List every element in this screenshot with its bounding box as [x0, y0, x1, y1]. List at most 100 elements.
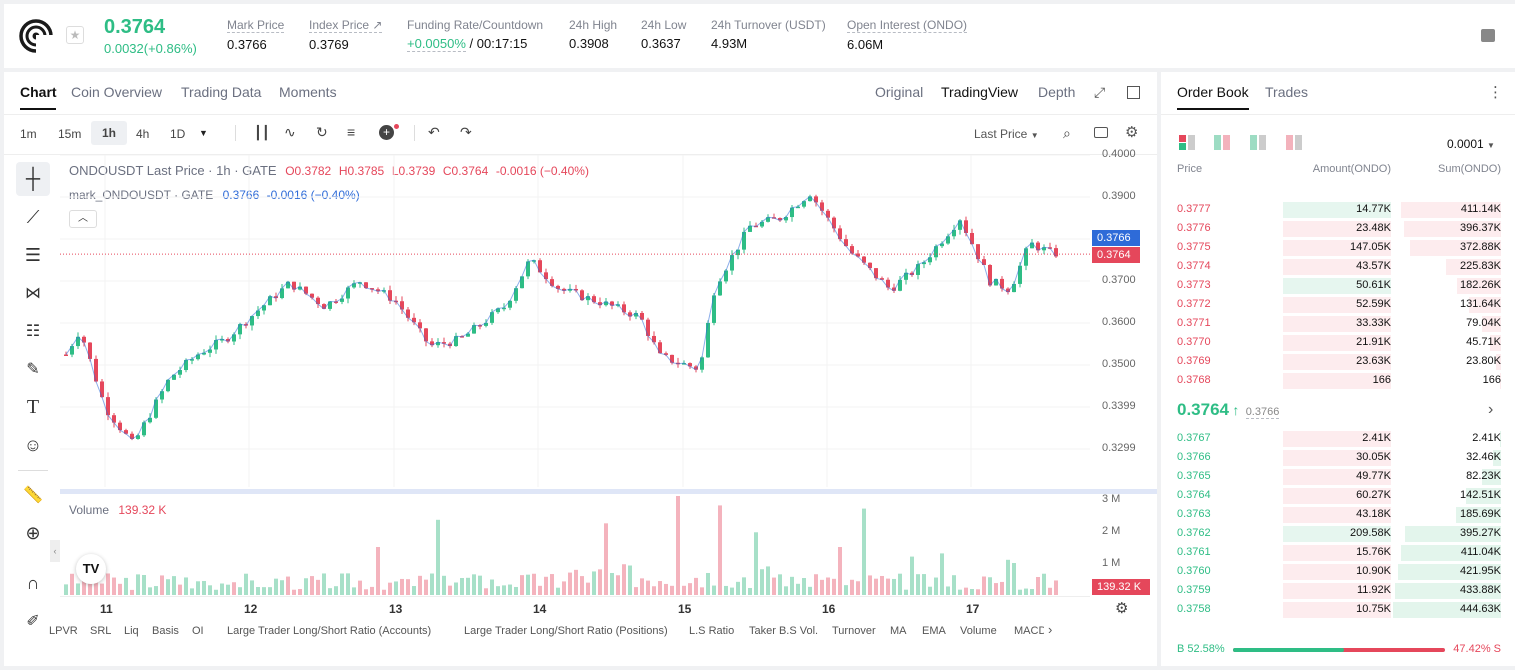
settings-gear-icon[interactable]: ⚙ [1125, 124, 1139, 141]
tab-chart[interactable]: Chart [20, 84, 57, 100]
volume-histogram[interactable] [60, 496, 1090, 596]
stat-index-price[interactable]: Index Price ↗ 0.3769 [309, 18, 383, 52]
bid-row[interactable]: 0.3764 60.27K 142.51K [1161, 486, 1515, 505]
tab-order-book[interactable]: Order Book [1177, 84, 1249, 100]
text-tool-icon[interactable]: T [26, 395, 40, 418]
indicator-oi[interactable]: OI [192, 625, 204, 637]
tf-1d[interactable]: 1D [170, 127, 186, 141]
indicator-srl[interactable]: SRL [90, 625, 112, 637]
view-asks-icon[interactable] [1286, 135, 1302, 150]
indicator-basis[interactable]: Basis [152, 625, 179, 637]
view-tradingview[interactable]: TradingView [941, 84, 1019, 100]
indicator-ma[interactable]: MA [890, 625, 907, 637]
indicator-ema[interactable]: EMA [922, 625, 946, 637]
legend-collapse-button[interactable]: ︿ [69, 210, 97, 228]
candle-type-icon[interactable]: ┃┃ [254, 125, 270, 140]
undo-icon[interactable]: ↶ [428, 124, 440, 140]
brush-tool-icon[interactable]: ✎ [26, 361, 40, 378]
bid-row[interactable]: 0.3758 10.75K 444.63K [1161, 600, 1515, 619]
ask-row[interactable]: 0.3777 14.77K 411.14K [1161, 200, 1515, 219]
indicator-volume[interactable]: Volume [960, 625, 997, 637]
channel-tool-icon[interactable]: ☰ [24, 244, 42, 265]
candle-body [100, 381, 104, 398]
indicator-turnover[interactable]: Turnover [832, 625, 876, 637]
redo-icon[interactable]: ↷ [460, 124, 472, 140]
bid-row[interactable]: 0.3766 30.05K 32.46K [1161, 448, 1515, 467]
tf-15m[interactable]: 15m [58, 127, 82, 141]
ask-row[interactable]: 0.3769 23.63K 23.80K [1161, 352, 1515, 371]
guide-book-icon[interactable] [1481, 29, 1495, 42]
collapse-toolbar-icon[interactable]: ‹ [50, 540, 60, 562]
indicator-taker-vol[interactable]: Taker B.S Vol. [749, 625, 819, 637]
fib-tool-icon[interactable]: ☷ [25, 323, 41, 340]
replay-icon[interactable]: ↻ [316, 124, 328, 140]
precision-select[interactable]: 0.0001 ▼ [1447, 137, 1495, 151]
volume-bar [436, 519, 440, 595]
tf-4h[interactable]: 4h [136, 127, 150, 141]
pane-separator[interactable] [60, 489, 1157, 494]
candle-body [694, 366, 698, 370]
order-price: 0.3773 [1177, 279, 1211, 291]
drawing-mode-icon[interactable]: ✐ [26, 613, 40, 630]
bid-row[interactable]: 0.3759 11.92K 433.88K [1161, 581, 1515, 600]
ask-row[interactable]: 0.3771 33.33K 79.04K [1161, 314, 1515, 333]
indicator-ls-positions[interactable]: Large Trader Long/Short Ratio (Positions… [464, 625, 668, 637]
tab-trading-data[interactable]: Trading Data [181, 84, 262, 100]
axis-settings-icon[interactable]: ⚙ [1115, 600, 1129, 617]
view-both-icon[interactable] [1179, 135, 1195, 150]
bid-row[interactable]: 0.3761 15.76K 411.04K [1161, 543, 1515, 562]
price-source-select[interactable]: Last Price ▼ [974, 127, 1039, 141]
bid-row[interactable]: 0.3767 2.41K 2.41K [1161, 429, 1515, 448]
view-bids-icon[interactable] [1250, 135, 1266, 150]
bid-row[interactable]: 0.3765 49.77K 82.23K [1161, 467, 1515, 486]
add-indicator-icon[interactable]: + [379, 125, 394, 140]
tab-trades[interactable]: Trades [1265, 84, 1309, 100]
indicator-liq[interactable]: Liq [124, 625, 139, 637]
templates-icon[interactable]: ≡ [347, 124, 356, 140]
volume-bar [298, 589, 302, 595]
more-menu-icon[interactable]: ⋮ [1488, 84, 1503, 101]
crosshair-tool-icon[interactable]: ┼ [16, 162, 50, 196]
ask-row[interactable]: 0.3776 23.48K 396.37K [1161, 219, 1515, 238]
zoom-in-tool-icon[interactable]: ⊕ [25, 522, 41, 543]
view-original[interactable]: Original [875, 84, 924, 100]
ask-row[interactable]: 0.3768 166 166 [1161, 371, 1515, 390]
view-split-icon[interactable] [1214, 135, 1230, 150]
trendline-tool-icon[interactable]: ⟋ [26, 206, 40, 227]
time-axis-label: 16 [822, 602, 836, 616]
tab-coin-overview[interactable]: Coin Overview [71, 84, 163, 100]
tf-1m[interactable]: 1m [20, 127, 37, 141]
indicator-lpvr[interactable]: LPVR [49, 625, 78, 637]
indicator-scroll-right-icon[interactable]: › [1048, 622, 1053, 637]
volume-bar [784, 586, 788, 595]
window-icon[interactable] [1127, 86, 1140, 99]
indicator-macd[interactable]: MACD [1014, 625, 1044, 637]
ask-row[interactable]: 0.3772 52.59K 131.64K [1161, 295, 1515, 314]
bid-row[interactable]: 0.3763 43.18K 185.69K [1161, 505, 1515, 524]
ruler-tool-icon[interactable]: 📏 [23, 487, 43, 504]
ask-row[interactable]: 0.3773 50.61K 182.26K [1161, 276, 1515, 295]
candle-body [682, 363, 686, 365]
indicators-icon[interactable]: ∿ [284, 124, 296, 140]
chevron-right-icon[interactable]: › [1488, 401, 1494, 418]
tf-dropdown-icon[interactable]: ▼ [199, 128, 208, 138]
tf-1h[interactable]: 1h [91, 121, 127, 145]
bid-row[interactable]: 0.3762 209.58K 395.27K [1161, 524, 1515, 543]
ask-row[interactable]: 0.3770 21.91K 45.71K [1161, 333, 1515, 352]
favorite-star-icon[interactable]: ★ [66, 26, 84, 44]
ask-row[interactable]: 0.3775 147.05K 372.88K [1161, 238, 1515, 257]
fullscreen-icon[interactable]: ⤢ [1094, 84, 1106, 100]
candlestick-chart[interactable] [60, 155, 1090, 487]
ask-row[interactable]: 0.3774 43.57K 225.83K [1161, 257, 1515, 276]
search-icon[interactable]: ⌕ [1063, 125, 1071, 141]
view-depth[interactable]: Depth [1038, 84, 1076, 100]
pattern-tool-icon[interactable]: ⋈ [25, 285, 41, 302]
price-axis-label: 0.4000 [1102, 148, 1136, 160]
indicator-ls-accounts[interactable]: Large Trader Long/Short Ratio (Accounts) [227, 625, 432, 637]
camera-icon[interactable] [1094, 127, 1108, 138]
tab-moments[interactable]: Moments [279, 84, 337, 100]
indicator-ls-ratio[interactable]: L.S Ratio [689, 625, 735, 637]
magnet-tool-icon[interactable]: ∩ [26, 572, 40, 593]
emoji-tool-icon[interactable]: ☺ [23, 434, 43, 455]
bid-row[interactable]: 0.3760 10.90K 421.95K [1161, 562, 1515, 581]
